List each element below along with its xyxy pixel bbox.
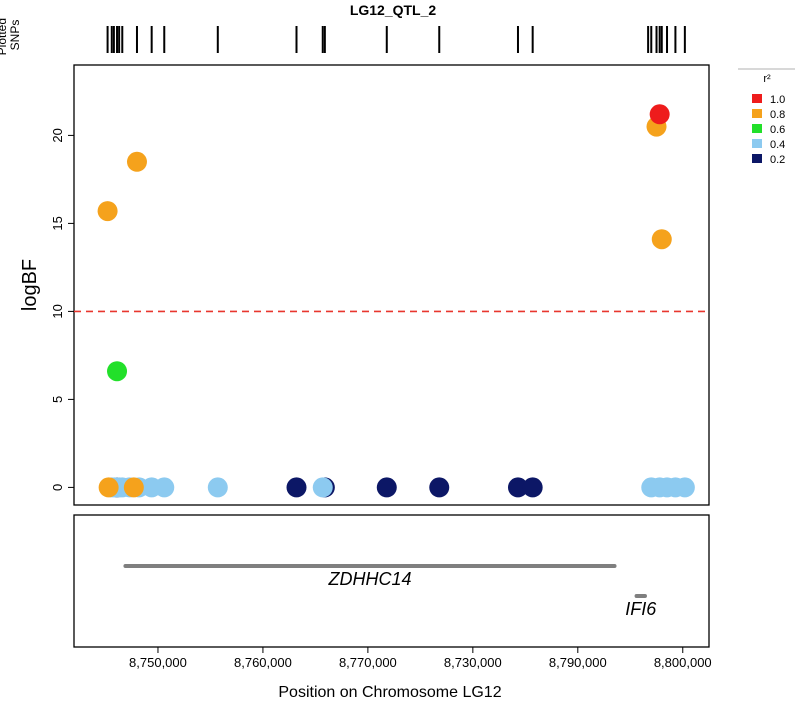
legend-swatch [752, 94, 762, 103]
snp-point [126, 151, 147, 172]
y-tick-label: 15 [50, 216, 65, 230]
legend-entry-label: 0.6 [770, 124, 785, 136]
gene-panel-frame [73, 514, 710, 648]
snp-point [107, 361, 128, 382]
snp-point [674, 477, 695, 498]
main-panel-frame [73, 64, 710, 506]
legend-swatch [752, 154, 762, 163]
legend-entry-label: 0.2 [770, 154, 785, 166]
legend-entry-label: 1.0 [770, 94, 785, 106]
snp-point [286, 477, 307, 498]
snp-point [123, 477, 144, 498]
legend: r² 1.0 0.8 0.6 0.4 0.2 [738, 68, 795, 166]
gene-label: ZDHHC14 [327, 569, 411, 589]
snp-point [97, 201, 118, 222]
chart-title: LG12_QTL_2 [350, 2, 437, 18]
gene-track: ZDHHC14 IFI6 [123, 564, 657, 619]
y-tick-label: 10 [50, 304, 65, 318]
legend-swatch [752, 124, 762, 133]
snp-point [507, 477, 528, 498]
points-layer [97, 104, 695, 498]
y-tick-label: 20 [50, 128, 65, 142]
snp-point [312, 477, 333, 498]
snp-rug [106, 26, 686, 53]
x-axis-title: Position on Chromosome LG12 [278, 684, 501, 701]
y-tick-label: 5 [50, 396, 65, 403]
snp-point [154, 477, 175, 498]
gene-label: IFI6 [625, 599, 657, 619]
y-tick-label: 0 [50, 484, 65, 491]
legend-entry-label: 0.4 [770, 139, 785, 151]
snp-point [522, 477, 543, 498]
x-tick-label: 8,730,000 [444, 655, 502, 670]
legend-title: r² [763, 73, 771, 85]
y-axis-title: logBF [19, 259, 41, 311]
x-tick-label: 8,770,000 [339, 655, 397, 670]
y-axis: 0 5 10 15 20 [50, 128, 74, 491]
snp-point [207, 477, 228, 498]
x-tick-label: 8,750,000 [129, 655, 187, 670]
x-tick-label: 8,790,000 [549, 655, 607, 670]
snp-point [98, 477, 119, 498]
x-tick-label: 8,800,000 [654, 655, 712, 670]
legend-swatch [752, 139, 762, 148]
snp-point [649, 104, 670, 125]
snp-point [376, 477, 397, 498]
snp-track-label: Plotted SNPs [0, 15, 22, 56]
snp-point [651, 229, 672, 250]
legend-swatch [752, 109, 762, 118]
snp-point [429, 477, 450, 498]
x-axis: 8,750,000 8,760,000 8,770,000 8,730,000 8,79… [129, 647, 712, 670]
legend-entry-label: 0.8 [770, 109, 785, 121]
x-tick-label: 8,760,000 [234, 655, 292, 670]
